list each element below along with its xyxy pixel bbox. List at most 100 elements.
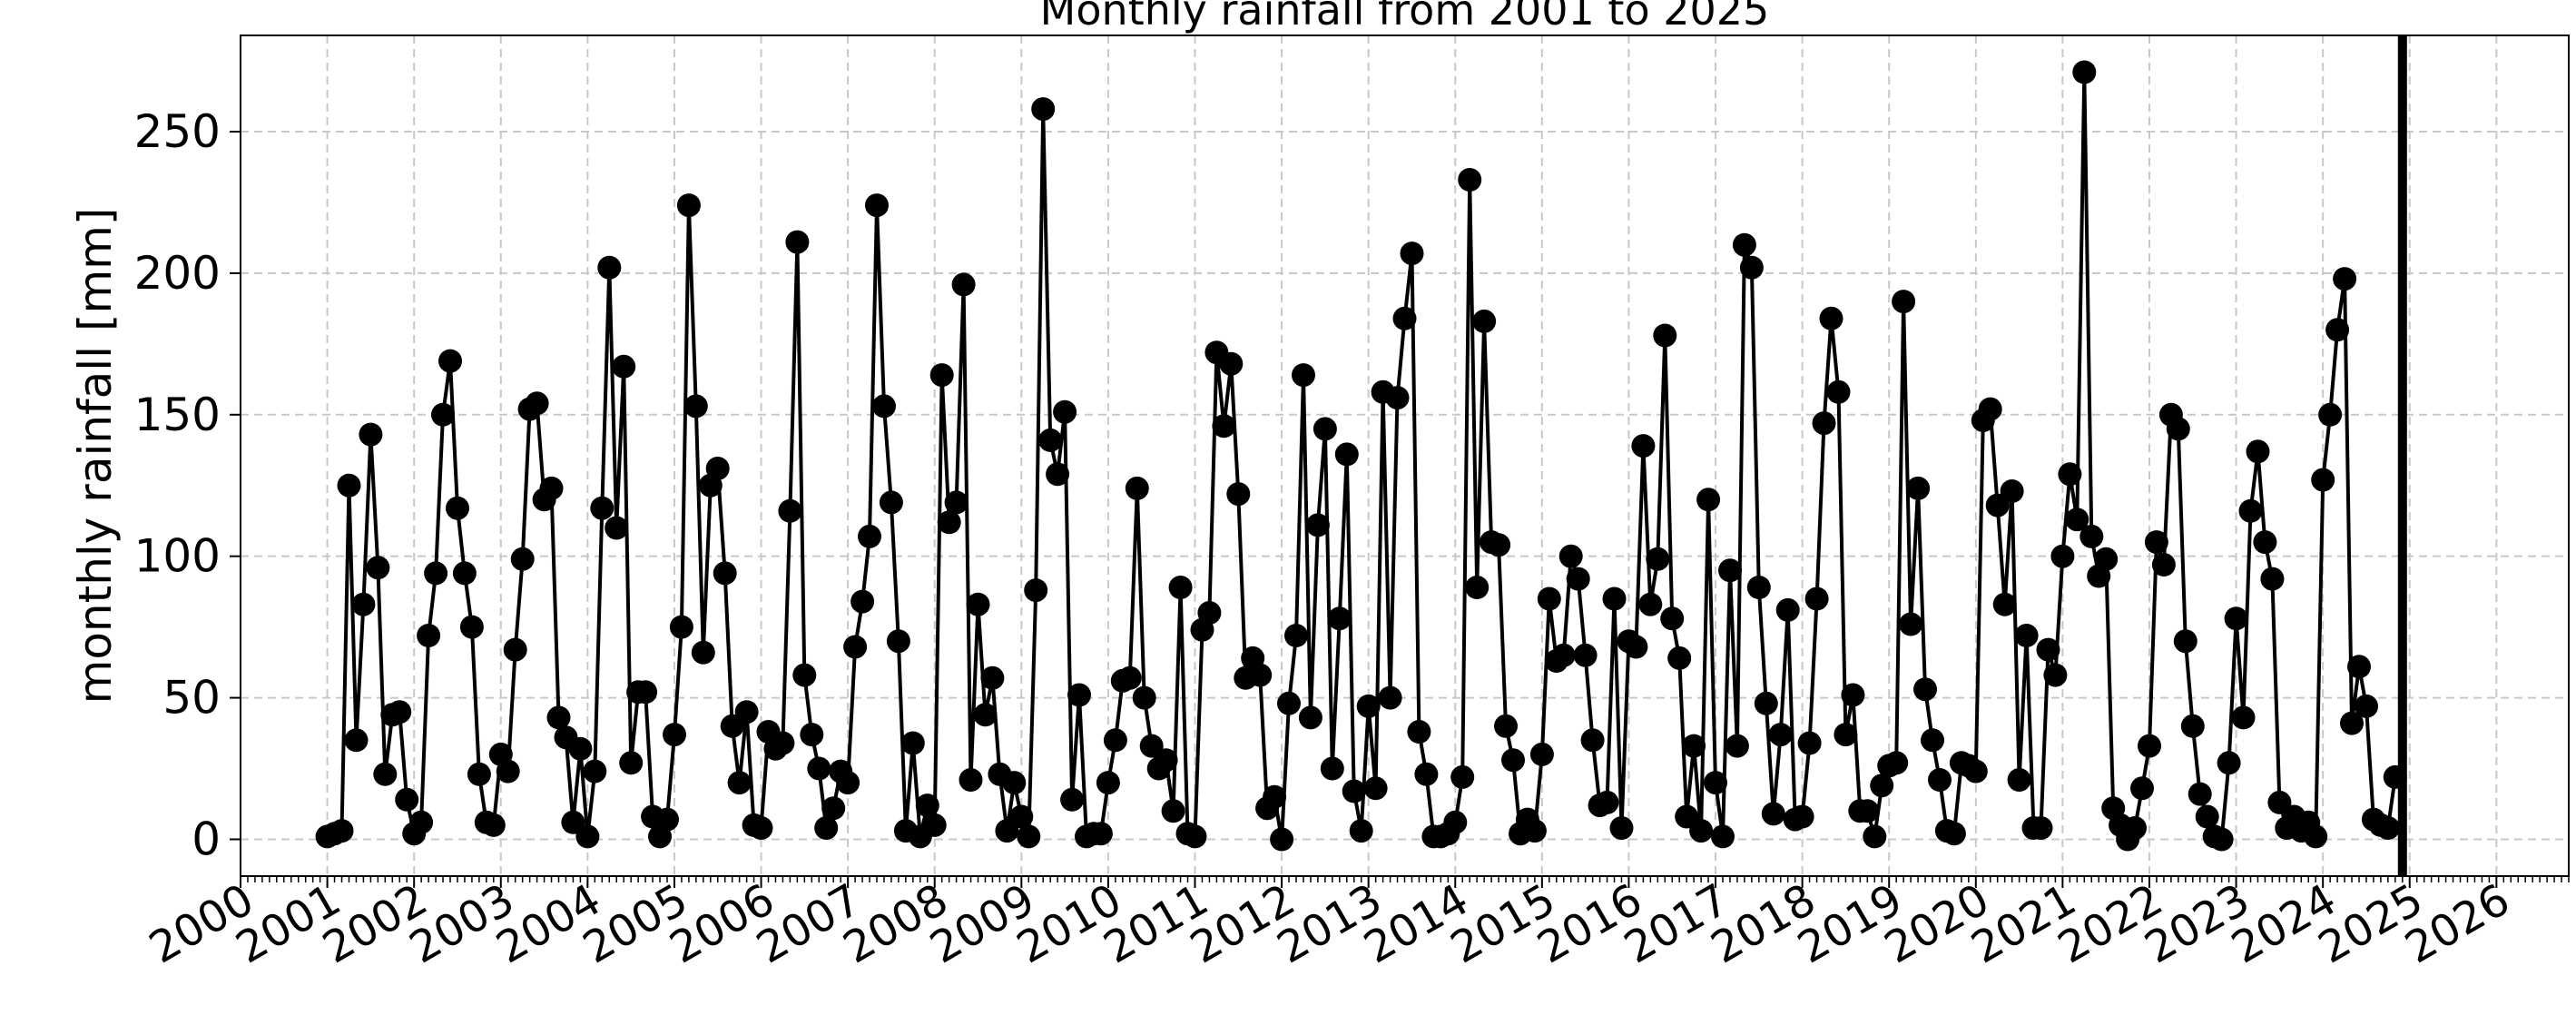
data-point	[705, 457, 730, 480]
data-point	[1812, 411, 1836, 436]
y-tick-label: 250	[134, 105, 221, 158]
data-point	[879, 490, 903, 515]
grid-lines	[240, 35, 2569, 876]
data-point	[2325, 318, 2350, 342]
data-point	[1407, 720, 1431, 744]
data-point	[2355, 694, 2378, 718]
data-point	[1892, 290, 1916, 314]
y-tick-label: 150	[134, 389, 221, 441]
data-point	[800, 723, 824, 747]
data-point	[727, 771, 752, 795]
data-point	[2224, 606, 2248, 631]
data-point	[1248, 663, 1273, 687]
data-point	[2304, 824, 2328, 849]
data-point	[683, 394, 708, 419]
data-point	[1465, 576, 1490, 599]
data-point	[1718, 558, 1742, 583]
data-point	[359, 422, 383, 447]
data-point	[2383, 764, 2407, 789]
data-point	[373, 762, 398, 786]
data-point	[720, 714, 744, 738]
data-point	[1797, 731, 1822, 755]
data-point	[872, 394, 896, 419]
data-point	[1458, 168, 1482, 192]
y-axis-label: monthly rainfall [mm]	[69, 208, 122, 705]
data-point	[1038, 428, 1063, 452]
data-point	[1863, 824, 1887, 849]
data-point	[886, 629, 910, 654]
data-point	[1450, 764, 1475, 789]
data-point	[2029, 816, 2053, 840]
data-point	[1305, 513, 1330, 537]
data-point	[807, 756, 831, 781]
data-point	[1060, 787, 1085, 812]
data-point	[669, 615, 693, 639]
data-point	[821, 796, 846, 821]
data-point	[583, 759, 607, 784]
data-point	[1819, 306, 1844, 330]
y-tick-label: 0	[192, 813, 221, 865]
data-point	[590, 496, 615, 520]
data-point	[1595, 790, 1619, 814]
data-point	[944, 490, 968, 515]
data-point	[510, 547, 535, 571]
data-point	[1501, 748, 1525, 773]
data-point	[1024, 578, 1048, 603]
data-point	[1154, 748, 1178, 773]
data-point	[1899, 612, 1923, 636]
data-point	[446, 496, 469, 520]
data-point	[2173, 629, 2197, 654]
data-point	[459, 615, 484, 639]
data-point	[858, 524, 881, 548]
data-point	[2079, 524, 2104, 548]
data-point	[1739, 255, 1764, 280]
data-point	[634, 680, 658, 705]
data-point	[1400, 241, 1424, 266]
data-point	[2333, 267, 2357, 291]
data-point	[1942, 822, 1966, 846]
data-point	[388, 700, 412, 724]
data-point	[1327, 606, 1352, 631]
data-point	[2065, 508, 2089, 532]
data-point	[1161, 799, 1185, 823]
data-point	[1284, 624, 1308, 647]
data-point	[915, 793, 939, 818]
data-point	[734, 700, 759, 724]
data-point	[1855, 799, 1880, 823]
data-point	[1219, 351, 1244, 376]
data-point	[2217, 751, 2241, 775]
data-point	[1537, 586, 1561, 611]
data-point	[1884, 751, 1909, 775]
data-point	[1870, 774, 1894, 798]
data-point	[546, 705, 571, 730]
data-point	[1096, 771, 1120, 795]
data-point	[1414, 762, 1439, 786]
data-point	[417, 624, 441, 647]
data-point	[663, 723, 686, 747]
data-point	[1168, 576, 1193, 599]
data-point	[1139, 734, 1164, 758]
data-point	[2014, 624, 2039, 647]
data-point	[1913, 677, 1937, 702]
data-point	[2246, 439, 2270, 464]
data-point	[1009, 804, 1034, 829]
y-tick-label: 50	[162, 672, 221, 724]
chart-title: Monthly rainfall from 2001 to 2025	[1040, 0, 1770, 34]
data-point	[951, 272, 976, 297]
data-point	[1053, 399, 1077, 424]
data-point	[481, 813, 506, 837]
data-point	[1732, 232, 1756, 257]
data-point	[1046, 462, 1070, 487]
data-point	[2072, 60, 2097, 84]
data-point	[2267, 790, 2292, 814]
data-point	[539, 476, 564, 500]
data-point	[1320, 756, 1344, 781]
series-line	[326, 70, 2397, 842]
data-point	[1761, 802, 1785, 826]
data-point	[1711, 824, 1735, 849]
data-point	[366, 556, 390, 580]
data-point	[1103, 728, 1127, 753]
data-point	[337, 473, 361, 498]
data-point	[1385, 386, 1410, 410]
data-point	[1682, 734, 1706, 758]
